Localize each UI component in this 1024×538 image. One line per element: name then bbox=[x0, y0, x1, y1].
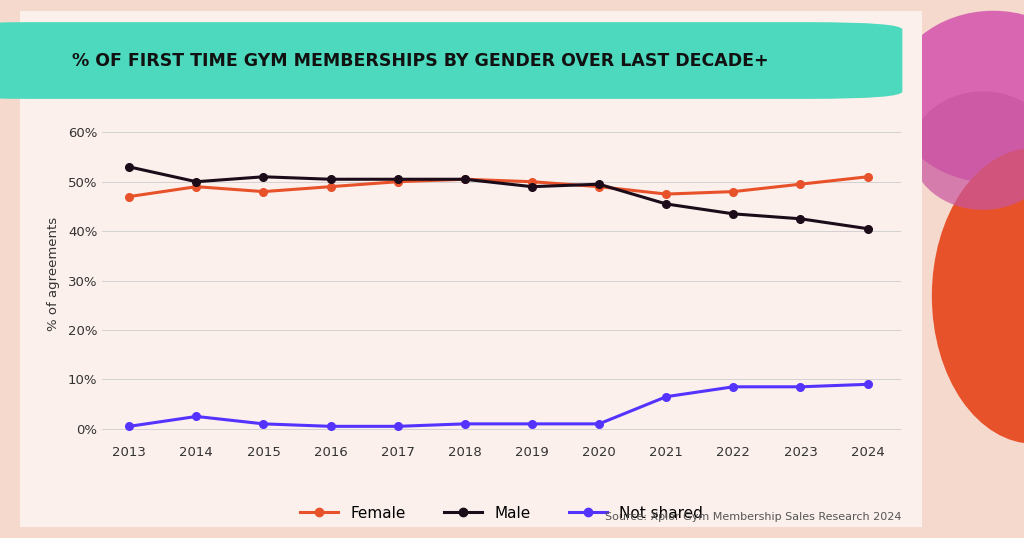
Ellipse shape bbox=[891, 11, 1024, 183]
FancyBboxPatch shape bbox=[0, 0, 948, 538]
Legend: Female, Male, Not shared: Female, Male, Not shared bbox=[294, 500, 710, 527]
FancyBboxPatch shape bbox=[0, 22, 902, 99]
Y-axis label: % of agreements: % of agreements bbox=[47, 217, 59, 331]
Text: % OF FIRST TIME GYM MEMBERSHIPS BY GENDER OVER LAST DECADE+: % OF FIRST TIME GYM MEMBERSHIPS BY GENDE… bbox=[72, 52, 768, 69]
Ellipse shape bbox=[911, 91, 1024, 210]
Text: Source: Xplor Gym Membership Sales Research 2024: Source: Xplor Gym Membership Sales Resea… bbox=[604, 512, 901, 522]
Ellipse shape bbox=[932, 148, 1024, 444]
